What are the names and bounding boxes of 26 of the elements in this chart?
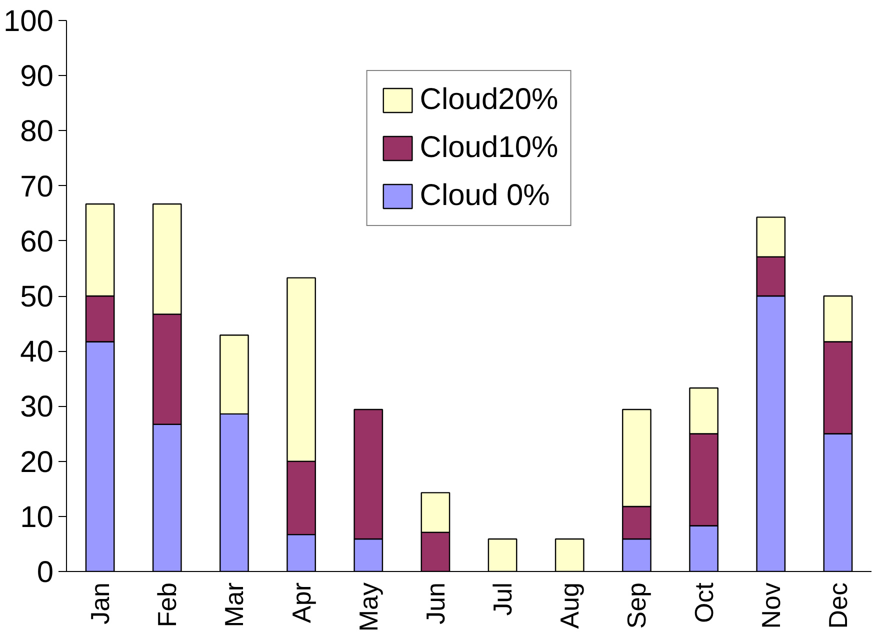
y-tick-label: 60 [20, 225, 54, 258]
x-tick-label: Dec [822, 582, 853, 629]
x-tick-label: May [353, 582, 384, 632]
y-tick-label: 100 [3, 5, 54, 38]
x-tick-label: Nov [756, 582, 786, 629]
x-tick-label: Sep [622, 582, 652, 629]
x-tick-label: Jan [85, 582, 116, 624]
y-tick-label: 10 [20, 500, 54, 534]
x-tick-label: Mar [219, 582, 250, 628]
x-tick-label: Jul [488, 582, 518, 616]
y-tick-label: 30 [20, 390, 54, 424]
y-tick-label: 0 [36, 556, 54, 589]
x-tick-label: Apr [286, 582, 316, 623]
x-tick-label: Aug [554, 582, 585, 629]
x-tick-label: Oct [688, 582, 719, 623]
legend-label: Cloud20% [420, 83, 558, 117]
legend-label: Cloud 0% [420, 179, 550, 213]
y-tick-label: 80 [20, 115, 54, 148]
x-tick-label: Jun [420, 582, 450, 624]
legend-label: Cloud10% [420, 131, 558, 165]
x-tick-label: Feb [152, 582, 182, 628]
y-tick-label: 40 [20, 336, 54, 369]
y-tick-label: 90 [20, 60, 54, 94]
y-tick-label: 70 [20, 170, 54, 204]
y-tick-label: 20 [20, 446, 54, 479]
y-tick-label: 50 [20, 280, 54, 314]
